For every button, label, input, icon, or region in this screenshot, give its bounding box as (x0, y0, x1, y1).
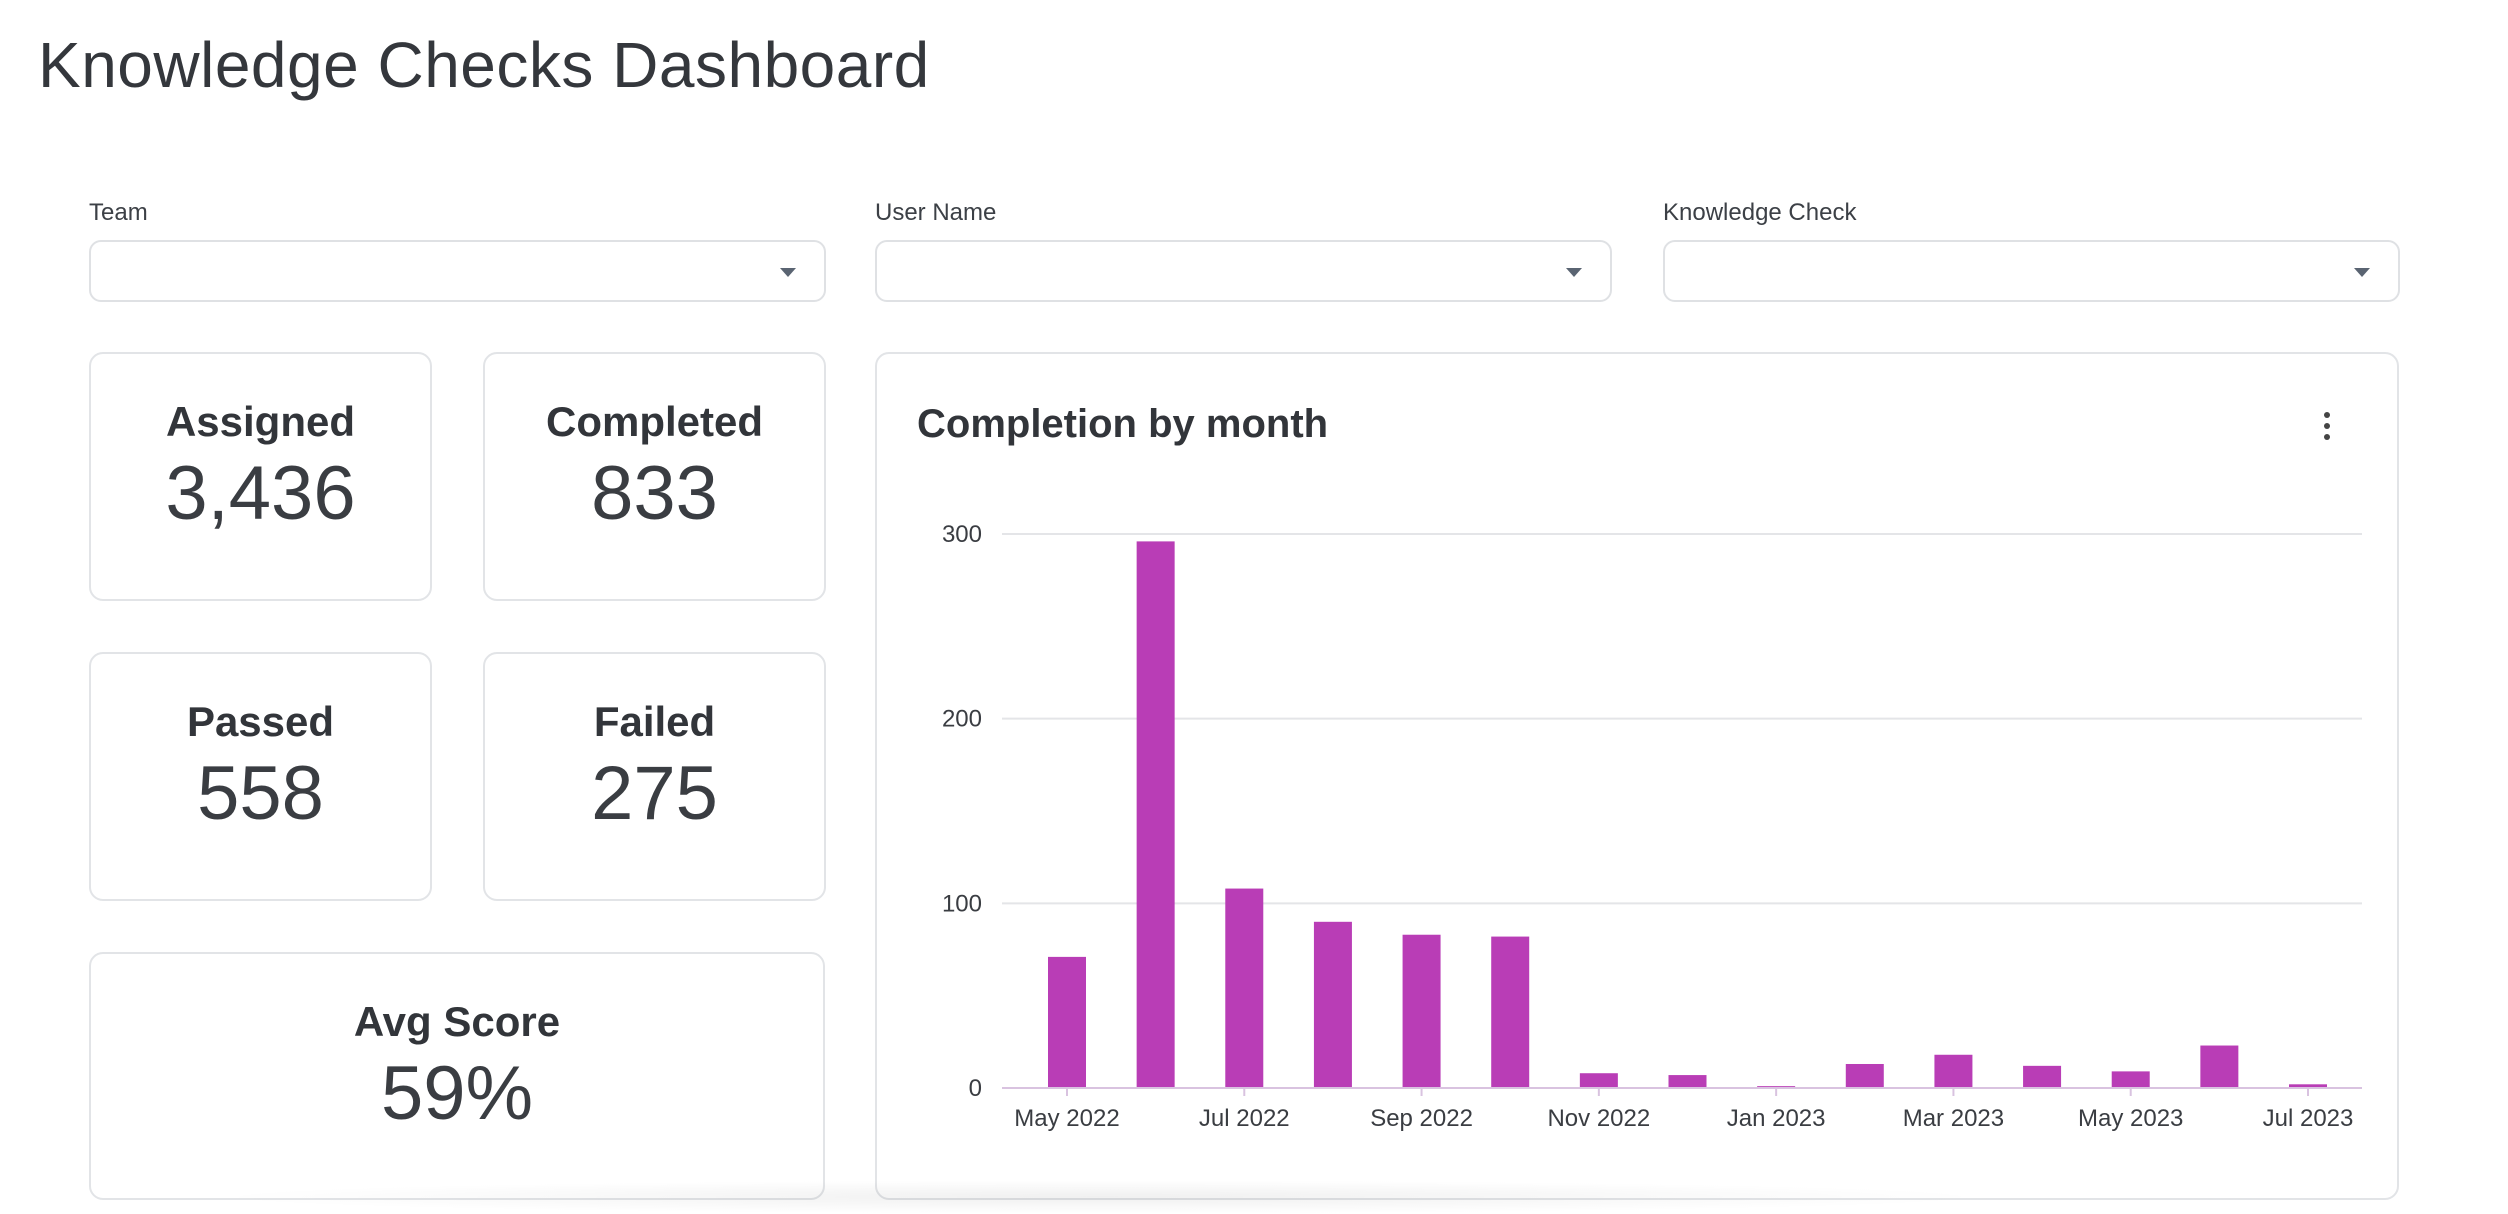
bar-nov-2022[interactable] (1579, 1073, 1618, 1088)
x-tick-label: Nov 2022 (1547, 1105, 1650, 1132)
chevron-down-icon (2354, 268, 2370, 277)
kpi-failed-label: Failed (593, 698, 716, 745)
y-tick-label: 0 (969, 1075, 982, 1102)
kpi-card-completed: Completed 833 (483, 352, 826, 601)
bar-dec-2022[interactable] (1668, 1075, 1707, 1088)
bar-jul-2023[interactable] (2289, 1084, 2327, 1088)
bar-jun-2023[interactable] (2200, 1045, 2239, 1088)
bar-feb-2023[interactable] (1845, 1063, 1884, 1088)
user-name-select[interactable] (875, 240, 1612, 302)
chevron-down-icon (780, 268, 796, 277)
knowledge-check-select[interactable] (1663, 240, 2400, 302)
y-tick-label: 200 (942, 706, 982, 733)
kpi-card-passed: Passed 558 (89, 652, 432, 901)
kpi-assigned-value: 3,436 (165, 451, 356, 536)
x-tick-label: May 2022 (1014, 1105, 1119, 1132)
kpi-card-assigned: Assigned 3,436 (89, 352, 432, 601)
kpi-failed-value: 275 (591, 751, 718, 836)
x-tick-label: Jan 2023 (1727, 1105, 1826, 1132)
x-tick-label: May 2023 (2078, 1105, 2183, 1132)
kpi-completed-value: 833 (591, 451, 718, 536)
filter-user-name-label: User Name (875, 199, 997, 226)
page-title: Knowledge Checks Dashboard (38, 29, 930, 101)
y-tick-label: 300 (942, 521, 982, 548)
filter-knowledge-check-label: Knowledge Check (1663, 199, 1857, 226)
bar-may-2023[interactable] (2111, 1071, 2150, 1088)
kpi-avg-score-label: Avg Score (353, 998, 561, 1045)
filter-knowledge-check: Knowledge Check (1663, 196, 2400, 302)
kpi-card-avg-score: Avg Score 59% (89, 952, 825, 1200)
kpi-assigned-label: Assigned (165, 398, 356, 445)
filter-user-name: User Name (875, 196, 1612, 302)
kpi-card-failed: Failed 275 (483, 652, 826, 901)
filter-team: Team (89, 196, 826, 302)
bar-may-2022[interactable] (1048, 956, 1086, 1088)
kpi-passed-value: 558 (197, 751, 324, 836)
x-tick-label: Jul 2023 (2263, 1105, 2354, 1132)
chart-title: Completion by month (917, 402, 1329, 446)
x-tick-label: Jul 2022 (1199, 1105, 1290, 1132)
chevron-down-icon (1566, 268, 1582, 277)
bar-sep-2022[interactable] (1402, 934, 1441, 1088)
more-vertical-icon[interactable] (2321, 412, 2333, 444)
completion-bar-chart: 0 100 200 300 May 2022 Jul 2022 Sep 2022 Nov 20… (942, 521, 2362, 1132)
kpi-passed-label: Passed (186, 698, 335, 745)
x-tick-label: Sep 2022 (1370, 1105, 1473, 1132)
completion-chart-card: Completion by month 0 100 200 300 May 2022 Ju… (875, 352, 2399, 1200)
bar-aug-2022[interactable] (1313, 921, 1352, 1088)
bar-jun-2022[interactable] (1136, 541, 1175, 1088)
team-select[interactable] (89, 240, 826, 302)
bar-apr-2023[interactable] (2023, 1065, 2062, 1088)
bar-jul-2022[interactable] (1225, 888, 1264, 1088)
x-tick-label: Mar 2023 (1903, 1105, 2004, 1132)
kpi-avg-score-value: 59% (380, 1051, 534, 1136)
bar-oct-2022[interactable] (1491, 936, 1530, 1088)
bar-mar-2023[interactable] (1934, 1054, 1973, 1088)
y-tick-label: 100 (942, 890, 982, 917)
kpi-completed-label: Completed (545, 398, 763, 445)
filter-team-label: Team (89, 199, 148, 226)
